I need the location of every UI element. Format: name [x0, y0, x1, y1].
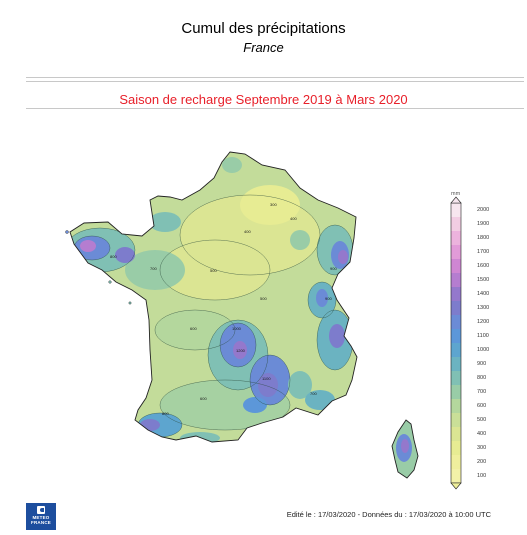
header-divider-top	[26, 77, 524, 78]
legend-tick-label: 300	[477, 445, 487, 451]
map-label: 900	[325, 296, 332, 301]
header-divider-bottom	[26, 81, 524, 82]
map-label: 300	[270, 202, 277, 207]
legend-swatch	[451, 469, 461, 484]
map-label: 600	[200, 396, 207, 401]
map-label: 700	[310, 391, 317, 396]
legend-colorbar	[450, 202, 462, 484]
meteo-france-logo: METEO FRANCE	[26, 503, 56, 530]
map-label: 600	[190, 326, 197, 331]
legend-tick-label: 1700	[477, 249, 490, 255]
map-label: 900	[330, 266, 337, 271]
legend-tick-label: 100	[477, 473, 487, 479]
legend-tick-label: 1300	[477, 305, 490, 311]
season-divider	[26, 108, 524, 109]
legend-tick-label: 1900	[477, 221, 490, 227]
map-label: 1000	[232, 326, 242, 331]
corsica	[392, 420, 418, 478]
island	[108, 280, 112, 284]
footer-edit-info: Edité le : 17/03/2020 - Données du : 17/…	[286, 510, 491, 519]
island	[128, 301, 132, 305]
legend-tick-label: 500	[477, 417, 487, 423]
legend-swatch	[451, 273, 461, 288]
map-label: 500	[260, 296, 267, 301]
island	[65, 230, 69, 234]
legend-tick-label: 2000	[477, 207, 490, 213]
legend-unit: mm	[451, 191, 461, 197]
legend-swatch	[451, 371, 461, 386]
map-label: 500	[210, 268, 217, 273]
legend-tick-label: 400	[477, 431, 487, 437]
legend-tick-label: 1600	[477, 263, 490, 269]
legend-arrow-bottom	[450, 482, 462, 490]
legend-swatch	[451, 427, 461, 442]
legend-tick-label: 1000	[477, 347, 490, 353]
map-label: 800	[162, 411, 169, 416]
legend-tick-label: 700	[477, 389, 487, 395]
map-label: 400	[290, 216, 297, 221]
legend-swatch	[451, 385, 461, 400]
legend-swatch	[451, 455, 461, 470]
france-mainland	[70, 152, 357, 442]
legend-swatch	[451, 287, 461, 302]
legend-swatch	[451, 245, 461, 260]
legend-tick-label: 1400	[477, 291, 490, 297]
legend-swatch	[451, 343, 461, 358]
legend-swatch	[451, 231, 461, 246]
legend-arrow-top	[450, 196, 462, 204]
legend-swatch	[451, 329, 461, 344]
legend-swatch	[451, 441, 461, 456]
logo-line1: METEO	[32, 515, 50, 520]
map-label: 700	[150, 266, 157, 271]
legend-tick-label: 1200	[477, 319, 490, 325]
legend-swatch	[451, 217, 461, 232]
legend-swatch	[451, 259, 461, 274]
legend-tick-label: 1800	[477, 235, 490, 241]
logo-mark-icon	[37, 506, 45, 514]
legend-swatch	[451, 301, 461, 316]
map-title: Cumul des précipitations	[181, 20, 346, 37]
map-label: 400	[244, 229, 251, 234]
legend-tick-label: 1100	[477, 333, 489, 339]
legend-tick-label: 200	[477, 459, 487, 465]
legend-swatch	[451, 315, 461, 330]
legend-swatch	[451, 203, 461, 218]
season-label: Saison de recharge Septembre 2019 à Mars…	[119, 92, 408, 107]
legend-tick-label: 800	[477, 375, 487, 381]
map-label: 1100	[262, 376, 271, 381]
map-label: 1200	[236, 348, 246, 353]
legend-swatch	[451, 357, 461, 372]
legend-swatch	[451, 399, 461, 414]
legend-tick-label: 900	[477, 361, 487, 367]
legend-tick-label: 600	[477, 403, 487, 409]
legend-tick-label: 1500	[477, 277, 490, 283]
legend-swatch	[451, 413, 461, 428]
logo-line2: FRANCE	[31, 520, 51, 525]
map-subtitle: France	[243, 40, 284, 55]
map-label: 800	[110, 254, 117, 259]
contour-labels: 400 300 500 600 700 800 900 1000 600 400…	[110, 202, 337, 416]
